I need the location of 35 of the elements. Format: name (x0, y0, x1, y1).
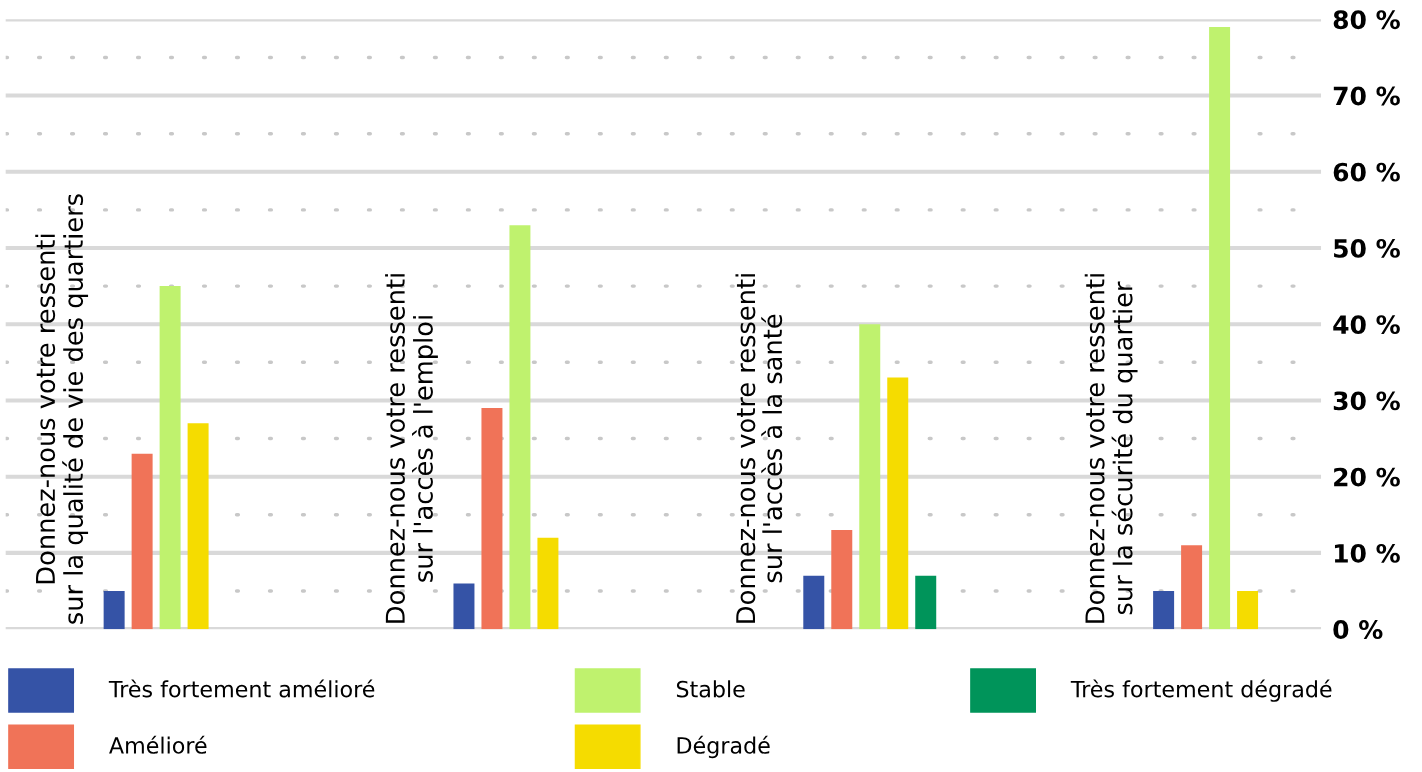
legend-label: Très fortement amélioré (108, 679, 375, 698)
bar (1209, 26, 1231, 630)
bar (1181, 545, 1203, 630)
y-tick-label: 0 % (1333, 620, 1383, 640)
bar (509, 225, 531, 630)
bar (803, 575, 825, 630)
x-tick-label: Donnez-nous votre ressenti sur l'accès à la santé (735, 274, 783, 623)
bar (537, 537, 559, 630)
bar (831, 530, 853, 630)
bar (915, 575, 937, 630)
bar (887, 377, 909, 630)
x-tick-label: Donnez-nous votre ressenti sur la sécurité du quartier (1084, 274, 1138, 623)
y-tick-label: 80 % (1333, 10, 1400, 30)
bar (481, 408, 503, 630)
bar (1237, 591, 1259, 630)
y-tick-label: 60 % (1333, 162, 1400, 182)
bar (131, 453, 153, 630)
bar (1153, 591, 1175, 630)
x-tick-label: Donnez-nous votre ressenti sur la qualité de vie des quartiers (35, 194, 89, 624)
bar (187, 423, 209, 630)
y-tick-label: 30 % (1333, 391, 1400, 411)
y-tick-label: 50 % (1334, 238, 1400, 258)
bar (103, 591, 125, 630)
legend-label: Stable (676, 680, 745, 698)
legend-label: Amélioré (109, 735, 207, 754)
bar (159, 286, 181, 630)
y-tick-label: 70 % (1333, 86, 1400, 106)
y-tick-label: 20 % (1334, 467, 1400, 487)
legend-label: Très fortement dégradé (1070, 679, 1332, 702)
bar (453, 583, 475, 630)
legend-label: Dégradé (677, 735, 770, 759)
bar (859, 324, 881, 630)
y-tick-label: 40 % (1333, 315, 1400, 335)
x-tick-label: Donnez-nous votre ressenti sur l'accès à l'emploi (385, 274, 438, 623)
y-tick-label: 10 % (1334, 543, 1400, 563)
